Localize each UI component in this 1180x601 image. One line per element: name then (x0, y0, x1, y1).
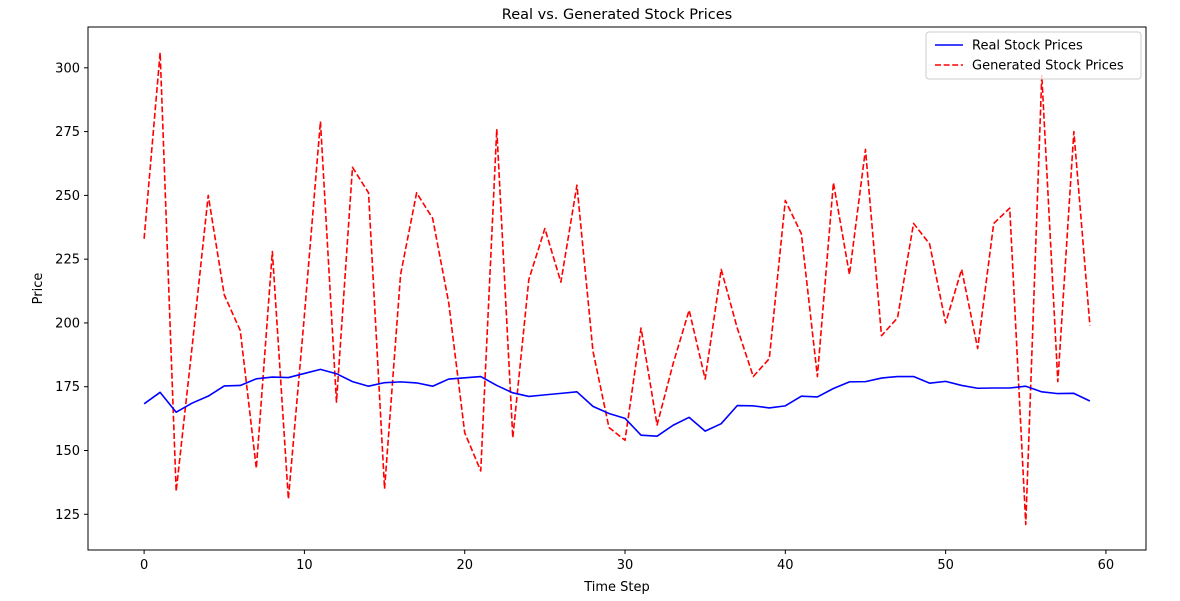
legend-box (925, 31, 1142, 80)
legend-label-real: Real Stock Prices (972, 39, 1083, 54)
chart-title: Real vs. Generated Stock Prices (502, 7, 732, 23)
y-tick-label: 200 (55, 316, 80, 331)
y-tick-label: 300 (55, 61, 80, 76)
real-prices-line (143, 368, 1091, 438)
x-tick-label: 60 (1098, 558, 1115, 573)
plot-area (87, 26, 1147, 551)
y-axis-label: Price (31, 273, 46, 305)
axis-ticks: 0 10 20 30 40 50 60 125 150 175 200 225 250 275 300 (55, 61, 1114, 573)
legend: Real Stock Prices Generated Stock Prices (925, 31, 1142, 80)
y-tick-label: 150 (55, 444, 80, 459)
x-axis-label: Time Step (583, 580, 650, 595)
x-tick-label: 50 (937, 558, 954, 573)
generated-prices-line (143, 51, 1091, 526)
x-tick-label: 0 (140, 558, 148, 573)
y-tick-label: 175 (55, 380, 80, 395)
x-tick-label: 40 (777, 558, 794, 573)
x-tick-label: 30 (617, 558, 634, 573)
y-tick-label: 225 (55, 253, 80, 268)
plot-frame (87, 26, 1147, 551)
y-tick-label: 250 (55, 189, 80, 204)
x-tick-label: 10 (296, 558, 313, 573)
legend-label-generated: Generated Stock Prices (972, 59, 1124, 74)
x-tick-label: 20 (456, 558, 473, 573)
y-tick-label: 275 (55, 125, 80, 140)
y-tick-label: 125 (55, 508, 80, 523)
